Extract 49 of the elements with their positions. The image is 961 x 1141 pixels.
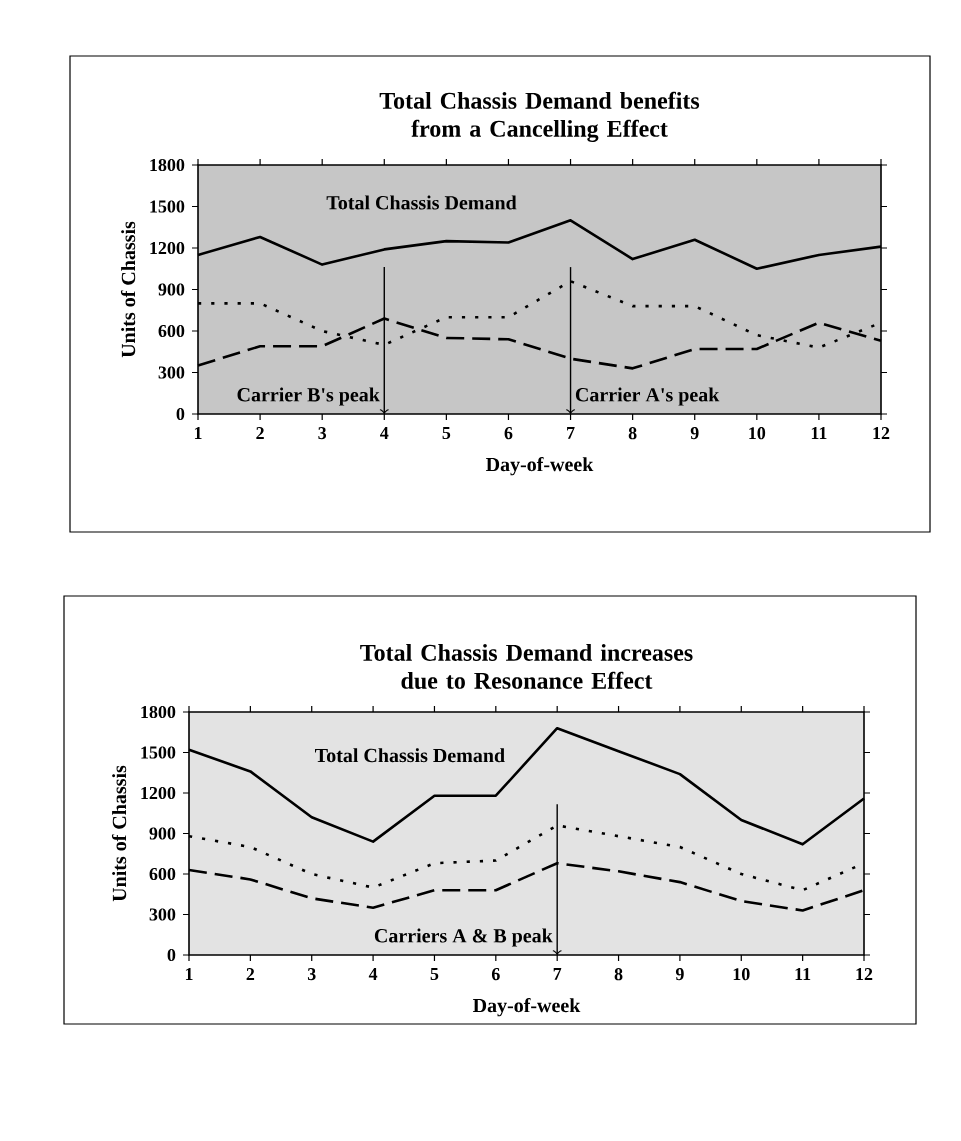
x-tick-label: 8 — [614, 968, 623, 981]
x-tick-label: 12 — [873, 427, 890, 439]
ref-line-label: Carrier B's peak — [237, 387, 380, 406]
y-tick-label: 1500 — [141, 746, 176, 759]
x-tick-label: 5 — [442, 427, 451, 440]
y-tick-label: 600 — [149, 867, 176, 881]
y-tick-label: 900 — [149, 827, 176, 840]
x-tick-label: 3 — [307, 968, 316, 981]
y-tick-label: 300 — [149, 908, 176, 921]
y-tick-label: 900 — [158, 283, 185, 296]
x-tick-label: 12 — [856, 968, 873, 980]
series-label: Total Chassis Demand — [315, 748, 505, 763]
y-tick-label: 1800 — [150, 158, 185, 172]
x-tick-label: 2 — [256, 427, 264, 439]
y-axis-title: Units of Chassis — [120, 221, 136, 358]
y-tick-label: 1200 — [150, 241, 185, 255]
ref-line-label: Carriers A & B peak — [374, 928, 553, 947]
x-tick-label: 9 — [690, 427, 699, 440]
y-tick-label: 1800 — [141, 705, 176, 719]
x-tick-label: 2 — [246, 968, 255, 980]
x-axis-title: Day-of-week — [472, 997, 581, 1017]
x-tick-label: 5 — [430, 968, 439, 981]
x-tick-label: 7 — [567, 427, 575, 439]
y-tick-label: 0 — [176, 407, 185, 421]
x-tick-label: 7 — [553, 968, 562, 980]
x-axis-title: Day-of-week — [485, 456, 594, 476]
x-tick-label: 8 — [628, 427, 637, 440]
x-tick-label: 1 — [194, 427, 202, 439]
x-tick-label: 6 — [491, 968, 500, 981]
y-tick-label: 0 — [167, 948, 176, 962]
y-axis-title: Units of Chassis — [111, 765, 127, 902]
chart-title: Total Chassis Demand benefits from a Cancelling Effect — [379, 91, 700, 142]
series-label: Total Chassis Demand — [326, 195, 517, 210]
x-tick-label: 1 — [185, 968, 193, 980]
x-tick-label: 3 — [318, 427, 327, 440]
chart-title: Total Chassis Demand increases due to Resonance Effect — [360, 644, 693, 689]
x-tick-label: 10 — [733, 968, 750, 981]
y-tick-label: 1200 — [141, 786, 176, 800]
x-tick-label: 11 — [795, 968, 811, 980]
x-tick-label: 4 — [380, 427, 389, 439]
y-tick-label: 300 — [158, 366, 185, 379]
y-tick-label: 600 — [158, 324, 185, 338]
y-tick-label: 1500 — [150, 200, 185, 213]
x-tick-label: 9 — [675, 968, 684, 981]
ref-line-label: Carrier A's peak — [575, 387, 720, 406]
x-tick-label: 11 — [811, 427, 827, 439]
x-tick-label: 6 — [504, 427, 513, 440]
x-tick-label: 4 — [368, 968, 378, 980]
x-tick-label: 10 — [749, 427, 766, 440]
